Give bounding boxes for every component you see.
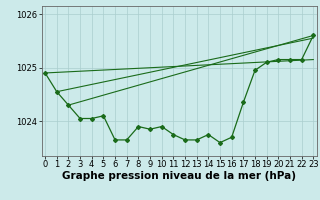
X-axis label: Graphe pression niveau de la mer (hPa): Graphe pression niveau de la mer (hPa) <box>62 171 296 181</box>
